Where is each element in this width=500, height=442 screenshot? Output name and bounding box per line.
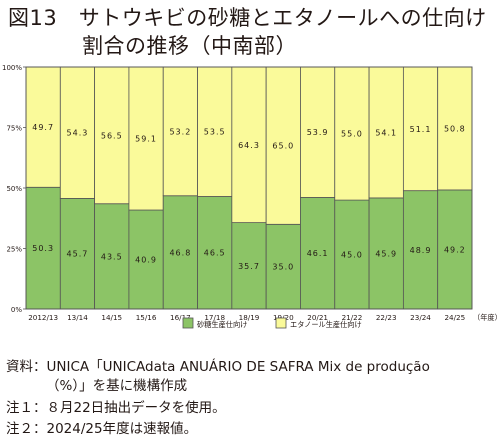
data-label-sugar: 46.5	[204, 249, 226, 258]
data-label-sugar: 40.9	[135, 256, 157, 265]
data-label-sugar: 46.8	[169, 248, 191, 257]
bar-sugar	[334, 199, 370, 310]
data-label-sugar: 46.1	[307, 249, 329, 258]
data-label-ethanol: 53.2	[169, 127, 191, 136]
data-label-sugar: 35.7	[238, 262, 260, 271]
data-label-sugar: 45.9	[375, 249, 397, 258]
x-tick-label: 2012/13	[28, 313, 58, 322]
chart-title-line1: 図13 サトウキビの砂糖とエタノールへの仕向け	[8, 6, 487, 30]
note-1: 注１：８月22日抽出データを使用。	[6, 400, 226, 416]
data-label-ethanol: 64.3	[238, 141, 260, 150]
data-label-ethanol: 55.0	[341, 130, 363, 139]
x-tick-label: 16/17	[170, 313, 191, 322]
x-tick-label: 18/19	[239, 313, 260, 322]
data-label-ethanol: 54.1	[375, 128, 397, 137]
y-tick-label: 75%	[6, 125, 22, 133]
bar-ethanol	[437, 66, 473, 191]
data-label-sugar: 45.7	[67, 250, 89, 259]
data-label-ethanol: 56.5	[101, 131, 123, 140]
data-label-sugar: 50.3	[32, 244, 54, 253]
bar-ethanol	[402, 66, 439, 192]
bar-sugar	[231, 222, 267, 310]
x-tick-label: 22/23	[376, 313, 397, 322]
x-tick-label: 14/15	[101, 313, 122, 322]
y-tick-label: 25%	[6, 246, 22, 254]
x-tick-label: 24/25	[444, 313, 465, 322]
plot-border	[25, 66, 473, 310]
bar-sugar	[300, 197, 336, 310]
legend-label-ethanol: エタノール生産仕向け	[290, 320, 362, 329]
bar-ethanol	[231, 66, 267, 224]
data-label-ethanol: 59.1	[135, 135, 157, 144]
chart-title-line2: 割合の推移（中南部）	[82, 34, 297, 58]
y-tick-label: 0%	[11, 306, 22, 314]
bar-sugar	[368, 197, 404, 310]
bar-sugar	[402, 190, 439, 310]
x-tick-label: 15/16	[136, 313, 157, 322]
note-2: 注２：2024/25年度は速報値。	[6, 421, 198, 437]
bar-ethanol	[265, 66, 301, 225]
bar-ethanol	[368, 66, 404, 199]
x-unit-label: （年度）	[473, 313, 500, 322]
data-label-sugar: 49.2	[444, 245, 466, 254]
bar-ethanol	[162, 66, 198, 197]
data-label-ethanol: 51.1	[410, 125, 432, 134]
data-label-ethanol: 50.8	[444, 124, 466, 133]
x-tick-label: 19/20	[273, 313, 294, 322]
data-label-ethanol: 54.3	[67, 129, 89, 138]
x-tick-label: 23/24	[410, 313, 431, 322]
data-label-ethanol: 65.0	[272, 142, 294, 151]
legend-swatch-ethanol	[275, 317, 287, 329]
data-label-sugar: 45.0	[341, 251, 363, 260]
bar-sugar	[437, 189, 473, 310]
bar-ethanol	[94, 66, 130, 205]
bar-ethanol	[128, 66, 164, 211]
x-tick-label: 21/22	[342, 313, 363, 322]
data-label-sugar: 35.0	[272, 263, 294, 272]
bar-ethanol	[300, 66, 336, 198]
bar-sugar	[162, 195, 198, 310]
legend-label-sugar: 砂糖生産仕向け	[197, 320, 247, 329]
x-tick-label: 13/14	[67, 313, 88, 322]
data-label-sugar: 48.9	[410, 246, 432, 255]
bar-sugar	[128, 209, 164, 310]
data-label-sugar: 43.5	[101, 252, 123, 261]
source-note-cont: （%）」を基に機構作成	[46, 378, 188, 394]
x-tick-label: 20/21	[307, 313, 328, 322]
data-label-ethanol: 49.7	[32, 123, 54, 132]
y-tick-label: 100%	[2, 64, 22, 72]
bar-sugar	[25, 186, 61, 310]
y-tick-label: 50%	[6, 185, 22, 193]
bar-ethanol	[197, 66, 233, 197]
data-label-ethanol: 53.5	[204, 128, 226, 137]
legend-swatch-sugar	[182, 317, 194, 329]
data-label-ethanol: 53.9	[307, 128, 329, 137]
x-tick-label: 17/18	[204, 313, 225, 322]
source-note: 資料：UNICA「UNICAdata ANUÁRIO DE SAFRA Mix …	[6, 359, 430, 375]
